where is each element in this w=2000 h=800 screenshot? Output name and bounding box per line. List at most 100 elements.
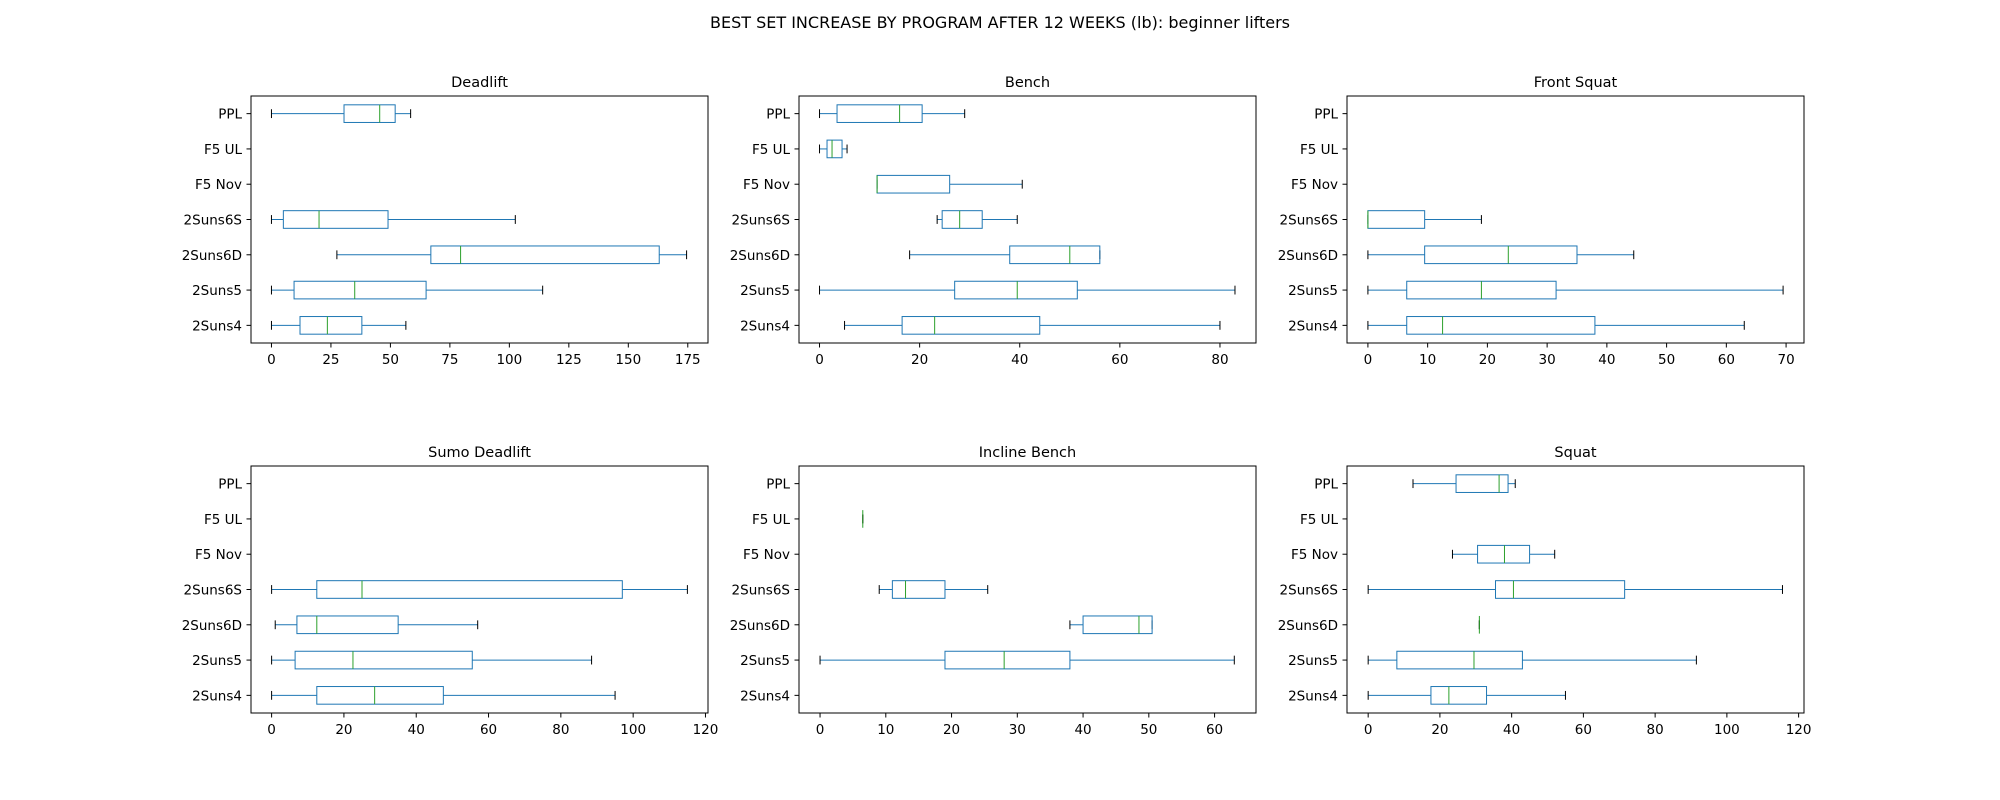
- y-tick-label: 2Suns6S: [732, 213, 790, 229]
- box-ppl: [819, 104, 966, 123]
- box-iqr: [1430, 686, 1488, 705]
- y-tick-label: F5 Nov: [1291, 547, 1338, 563]
- box-iqr: [299, 316, 363, 335]
- y-tick-label: PPL: [1314, 107, 1338, 123]
- subplot-title: Squat: [1554, 445, 1596, 461]
- box-2suns4: [271, 686, 616, 705]
- y-tick-label: 2Suns5: [740, 653, 790, 669]
- x-tick-label: 80: [552, 722, 569, 738]
- x-tick-label: 125: [556, 352, 582, 368]
- y-tick-label: 2Suns6D: [182, 618, 242, 634]
- x-tick-label: 60: [1111, 352, 1128, 368]
- x-tick-label: 20: [943, 722, 960, 738]
- y-tick-label: 2Suns5: [1288, 283, 1338, 299]
- subplot-deadlift: Deadlift PPL F5 UL F5 Nov 2Suns6S 2Suns6D 2Sun…: [182, 75, 709, 368]
- box-2suns6s: [936, 210, 1018, 229]
- subplot-sumo-deadlift: Sumo Deadlift PPL F5 UL F5 Nov 2Suns6S 2Suns6…: [182, 445, 719, 738]
- x-tick-label: 60: [1575, 722, 1592, 738]
- box-2suns6s: [1367, 210, 1482, 229]
- x-tick-label: 80: [1211, 352, 1228, 368]
- y-tick-label: F5 Nov: [1291, 177, 1338, 193]
- box-f5-nov: [1451, 544, 1556, 564]
- box-2suns5: [819, 650, 1235, 670]
- y-tick-label: 2Suns4: [1288, 318, 1338, 334]
- x-tick-label: 60: [1206, 722, 1223, 738]
- subplot-incline-bench: Incline Bench PPL F5 UL F5 Nov 2Suns6S 2Suns6…: [730, 445, 1257, 738]
- x-tick-label: 40: [1074, 722, 1091, 738]
- y-tick-label: 2Suns4: [1288, 688, 1338, 704]
- x-tick-label: 60: [1718, 352, 1735, 368]
- box-2suns6s: [270, 210, 516, 229]
- box-2suns4: [1367, 316, 1745, 335]
- x-tick-label: 60: [480, 722, 497, 738]
- box-2suns5: [271, 650, 593, 670]
- box-ppl: [270, 104, 412, 123]
- subplot-title: Sumo Deadlift: [428, 445, 531, 461]
- box-iqr: [1009, 245, 1101, 265]
- subplot-title: Bench: [1005, 75, 1050, 91]
- box-iqr: [293, 280, 427, 300]
- x-tick-label: 20: [911, 352, 928, 368]
- y-tick-label: 2Suns5: [192, 653, 242, 669]
- x-tick-label: 0: [1364, 352, 1373, 368]
- box-2suns5: [1367, 280, 1784, 300]
- box-2suns5: [1367, 650, 1697, 670]
- x-tick-label: 20: [1431, 722, 1448, 738]
- box-2suns5: [270, 280, 544, 300]
- x-tick-label: 40: [1503, 722, 1520, 738]
- subplot-title: Front Squat: [1534, 75, 1618, 91]
- x-tick-label: 40: [1011, 352, 1028, 368]
- x-tick-label: 0: [815, 352, 824, 368]
- y-tick-label: 2Suns6D: [1278, 248, 1338, 264]
- box-f5-nov: [876, 174, 1023, 194]
- y-tick-label: F5 Nov: [743, 177, 790, 193]
- y-tick-label: 2Suns6D: [182, 248, 242, 264]
- box-iqr: [954, 280, 1078, 300]
- box-2suns6s: [271, 580, 688, 599]
- subplot-title: Deadlift: [451, 75, 508, 91]
- box-iqr: [1424, 245, 1578, 265]
- box-iqr: [1477, 544, 1531, 564]
- y-tick-label: 2Suns4: [192, 318, 242, 334]
- box-2suns6s: [878, 580, 989, 599]
- box-iqr: [944, 650, 1071, 670]
- y-tick-label: F5 UL: [204, 512, 243, 528]
- figure-title: BEST SET INCREASE BY PROGRAM AFTER 12 WE…: [710, 13, 1290, 32]
- x-tick-label: 50: [1658, 352, 1675, 368]
- box-2suns6d: [909, 245, 1101, 265]
- y-tick-label: PPL: [1314, 477, 1338, 493]
- x-tick-label: 10: [1419, 352, 1436, 368]
- x-tick-label: 120: [693, 722, 719, 738]
- x-tick-label: 50: [1140, 722, 1157, 738]
- x-tick-label: 120: [1786, 722, 1812, 738]
- y-tick-label: PPL: [218, 107, 242, 123]
- box-iqr: [1082, 615, 1153, 635]
- y-tick-label: 2Suns6S: [184, 213, 242, 229]
- box-iqr: [282, 210, 389, 229]
- box-2suns6d: [1069, 615, 1153, 635]
- box-iqr: [901, 316, 1041, 335]
- x-tick-label: 100: [1714, 722, 1740, 738]
- box-2suns6d: [336, 245, 688, 265]
- x-tick-label: 25: [322, 352, 339, 368]
- y-tick-label: 2Suns5: [740, 283, 790, 299]
- y-tick-label: F5 Nov: [743, 547, 790, 563]
- y-tick-label: PPL: [766, 477, 790, 493]
- y-tick-label: F5 UL: [752, 512, 791, 528]
- y-tick-label: F5 Nov: [195, 177, 242, 193]
- x-tick-label: 0: [267, 352, 276, 368]
- x-tick-label: 10: [877, 722, 894, 738]
- subplot-front-squat: Front Squat PPL F5 UL F5 Nov 2Suns6S 2Suns6D 2…: [1278, 75, 1805, 368]
- x-tick-label: 175: [675, 352, 701, 368]
- box-iqr: [316, 686, 444, 705]
- x-tick-label: 150: [615, 352, 641, 368]
- x-tick-label: 70: [1777, 352, 1794, 368]
- y-tick-label: 2Suns6S: [1280, 583, 1338, 599]
- x-tick-label: 50: [382, 352, 399, 368]
- y-tick-label: 2Suns6D: [730, 618, 790, 634]
- y-tick-label: PPL: [218, 477, 242, 493]
- box-2suns4: [844, 316, 1221, 335]
- box-ppl: [1412, 474, 1516, 493]
- subplot-bench: Bench PPL F5 UL F5 Nov 2Suns6S 2Suns6D 2Suns5 2…: [730, 75, 1257, 368]
- y-tick-label: PPL: [766, 107, 790, 123]
